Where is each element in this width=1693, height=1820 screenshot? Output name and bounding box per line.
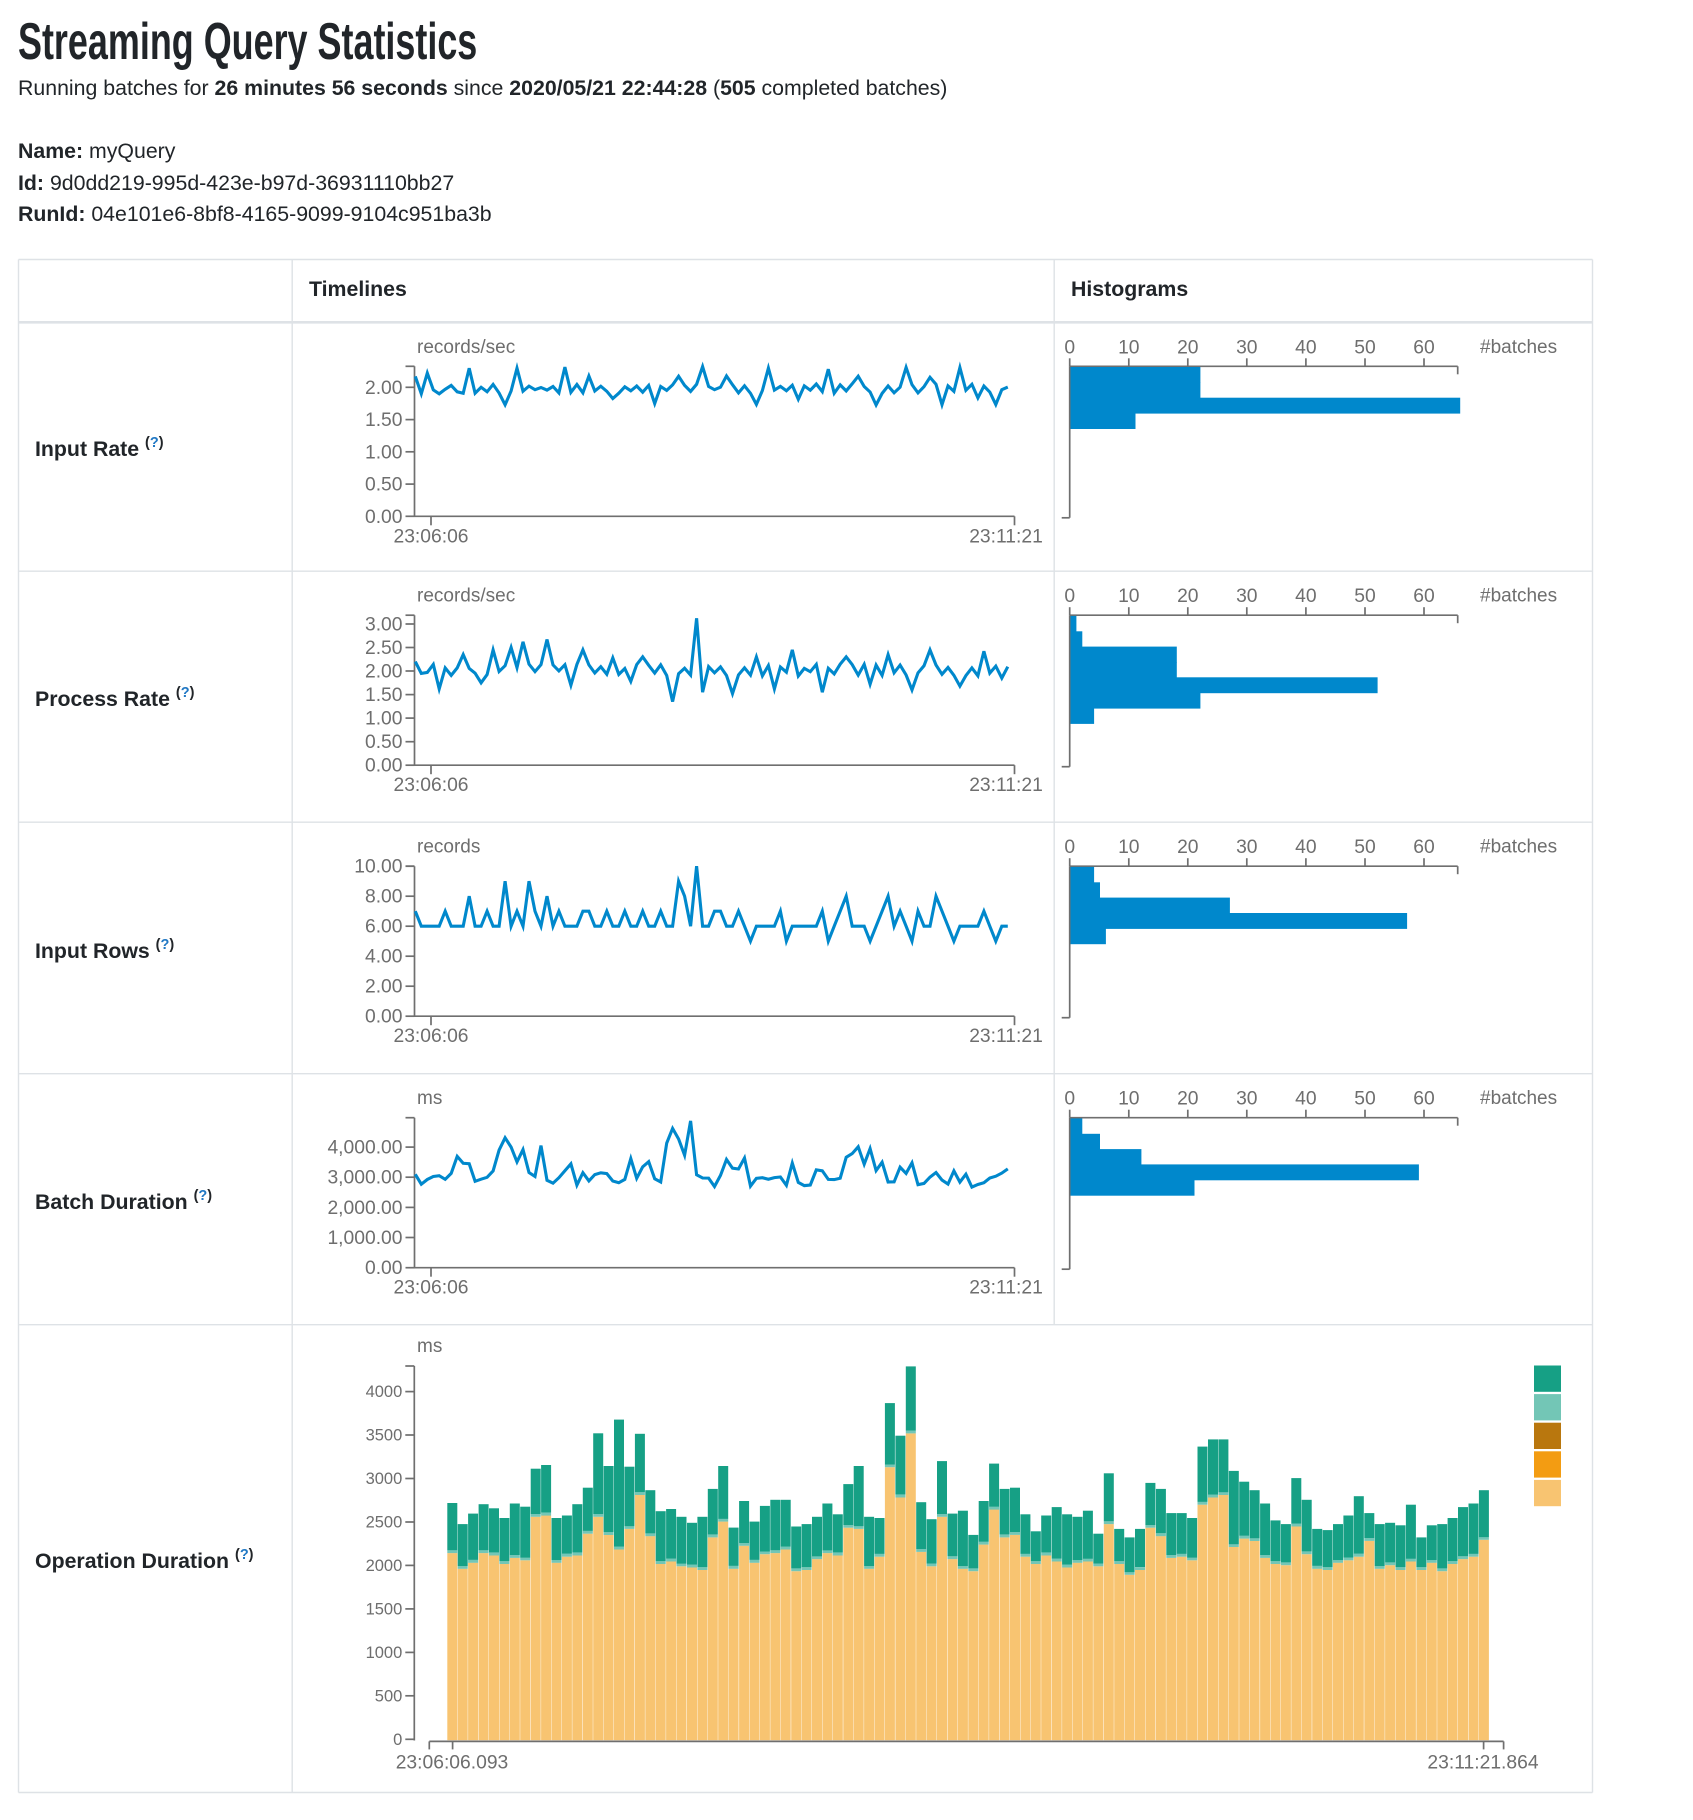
svg-text:2,000.00: 2,000.00 — [327, 1198, 402, 1219]
svg-text:60: 60 — [1413, 837, 1434, 858]
svg-text:10: 10 — [1118, 586, 1139, 607]
svg-text:1.00: 1.00 — [365, 709, 403, 730]
svg-text:30: 30 — [1236, 586, 1257, 607]
svg-text:23:06:06.093: 23:06:06.093 — [396, 1752, 509, 1773]
svg-text:23:11:21: 23:11:21 — [969, 526, 1043, 547]
svg-text:1.50: 1.50 — [365, 410, 403, 431]
svg-text:1.50: 1.50 — [365, 685, 403, 706]
svg-text:0.00: 0.00 — [365, 1007, 403, 1028]
svg-text:8.00: 8.00 — [365, 887, 403, 908]
svg-text:40: 40 — [1295, 337, 1316, 358]
svg-text:40: 40 — [1295, 586, 1316, 607]
svg-text:50: 50 — [1354, 337, 1375, 358]
svg-text:500: 500 — [375, 1687, 403, 1705]
svg-text:40: 40 — [1295, 1089, 1316, 1110]
svg-text:23:11:21: 23:11:21 — [969, 1278, 1043, 1299]
svg-text:3,000.00: 3,000.00 — [327, 1168, 402, 1189]
svg-text:3.00: 3.00 — [365, 615, 403, 636]
svg-text:60: 60 — [1413, 337, 1434, 358]
svg-text:1500: 1500 — [366, 1600, 403, 1618]
svg-text:20: 20 — [1177, 837, 1198, 858]
svg-text:23:11:21.864: 23:11:21.864 — [1427, 1752, 1538, 1773]
svg-text:0.00: 0.00 — [365, 1258, 403, 1279]
svg-text:0.50: 0.50 — [365, 475, 403, 496]
svg-text:0: 0 — [1064, 586, 1075, 607]
svg-text:23:06:06: 23:06:06 — [393, 1026, 468, 1047]
svg-text:20: 20 — [1177, 586, 1198, 607]
svg-text:0.00: 0.00 — [365, 507, 403, 528]
svg-text:0: 0 — [1064, 337, 1075, 358]
svg-text:10.00: 10.00 — [354, 857, 402, 878]
svg-text:4.00: 4.00 — [365, 947, 403, 968]
svg-text:20: 20 — [1177, 1089, 1198, 1110]
svg-text:records/sec: records/sec — [417, 337, 515, 358]
svg-text:30: 30 — [1236, 837, 1257, 858]
svg-text:4,000.00: 4,000.00 — [327, 1138, 402, 1159]
svg-text:20: 20 — [1177, 337, 1198, 358]
svg-text:0: 0 — [1064, 837, 1075, 858]
svg-text:2.00: 2.00 — [365, 977, 403, 998]
svg-text:60: 60 — [1413, 586, 1434, 607]
svg-text:23:06:06: 23:06:06 — [393, 1278, 468, 1299]
svg-text:0.00: 0.00 — [365, 756, 403, 777]
svg-text:0: 0 — [393, 1731, 402, 1749]
svg-text:50: 50 — [1354, 837, 1375, 858]
svg-text:3000: 3000 — [366, 1470, 403, 1488]
svg-text:#batches: #batches — [1480, 337, 1557, 358]
svg-text:#batches: #batches — [1480, 837, 1557, 858]
svg-text:ms: ms — [417, 1336, 442, 1357]
svg-text:10: 10 — [1118, 1089, 1139, 1110]
svg-text:ms: ms — [417, 1088, 442, 1109]
svg-text:1,000.00: 1,000.00 — [327, 1228, 402, 1249]
svg-text:1.00: 1.00 — [365, 442, 403, 463]
svg-text:1000: 1000 — [366, 1644, 403, 1662]
svg-text:6.00: 6.00 — [365, 917, 403, 938]
svg-text:50: 50 — [1354, 586, 1375, 607]
svg-text:#batches: #batches — [1480, 1088, 1557, 1109]
svg-text:23:06:06: 23:06:06 — [393, 526, 468, 547]
svg-text:2.00: 2.00 — [365, 662, 403, 683]
svg-text:2000: 2000 — [366, 1557, 403, 1575]
svg-text:records/sec: records/sec — [417, 586, 515, 607]
svg-text:23:11:21: 23:11:21 — [969, 1026, 1043, 1047]
svg-text:2.00: 2.00 — [365, 378, 403, 399]
svg-text:23:11:21: 23:11:21 — [969, 775, 1043, 796]
svg-text:2.50: 2.50 — [365, 638, 403, 659]
svg-text:0: 0 — [1064, 1089, 1075, 1110]
svg-text:30: 30 — [1236, 1089, 1257, 1110]
svg-text:#batches: #batches — [1480, 586, 1557, 607]
svg-text:30: 30 — [1236, 337, 1257, 358]
svg-text:60: 60 — [1413, 1089, 1434, 1110]
svg-text:2500: 2500 — [366, 1514, 403, 1532]
svg-text:10: 10 — [1118, 337, 1139, 358]
svg-text:50: 50 — [1354, 1089, 1375, 1110]
svg-text:3500: 3500 — [366, 1427, 403, 1445]
svg-text:records: records — [417, 837, 480, 858]
svg-text:23:06:06: 23:06:06 — [393, 775, 468, 796]
svg-text:4000: 4000 — [366, 1383, 403, 1401]
svg-text:40: 40 — [1295, 837, 1316, 858]
svg-text:10: 10 — [1118, 837, 1139, 858]
svg-text:0.50: 0.50 — [365, 732, 403, 753]
